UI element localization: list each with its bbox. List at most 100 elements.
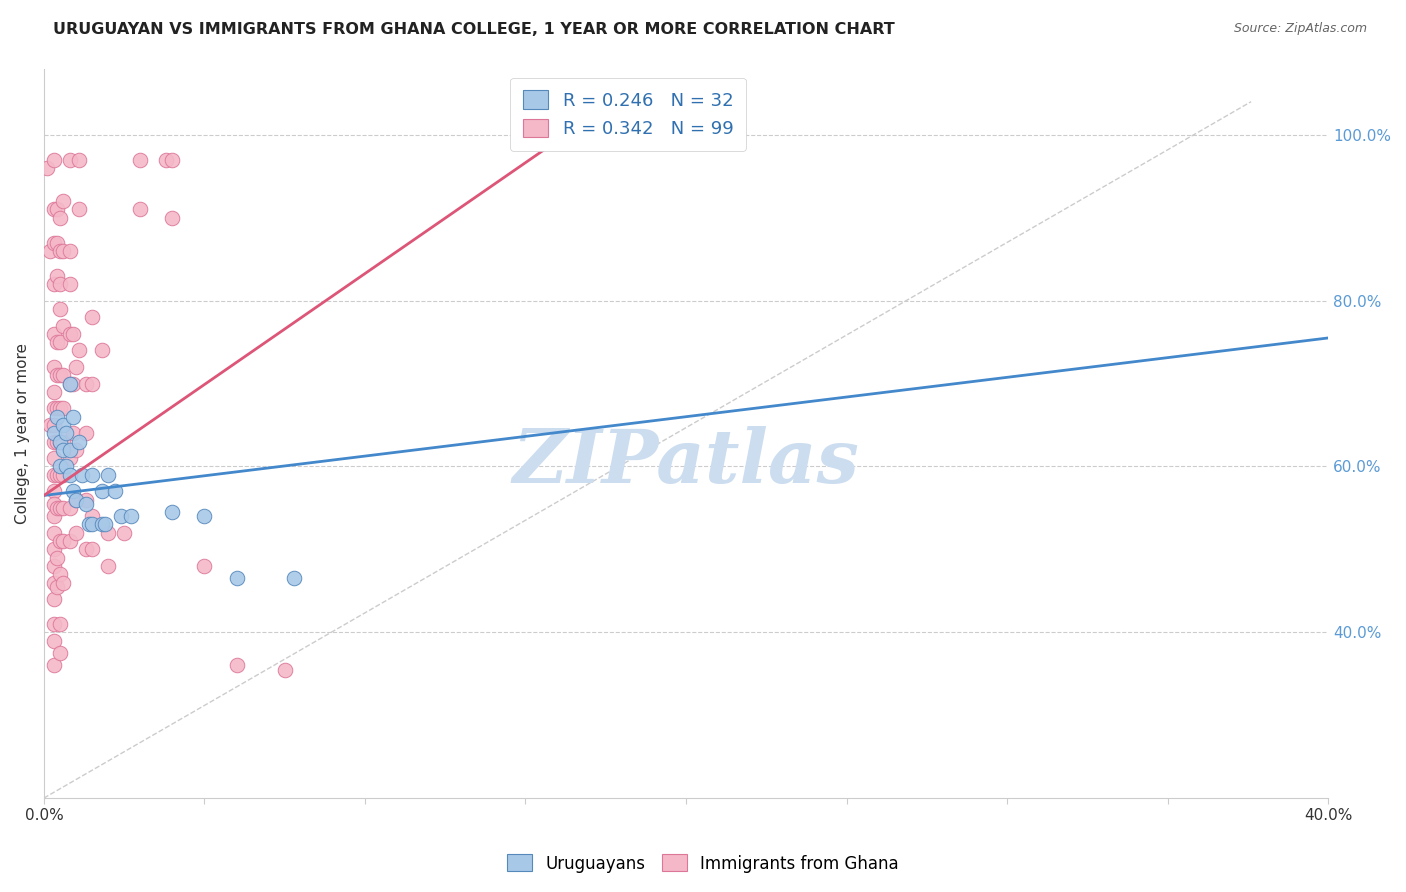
Point [52,244,75,258]
Point [42,633,65,648]
Point [162,153,184,167]
Point [75,492,97,507]
Point [80,542,103,557]
Point [49,401,72,416]
Point [52,417,75,432]
Point [52,194,75,209]
Point [42,467,65,482]
Point [42,451,65,466]
Point [193,558,215,573]
Point [49,534,72,549]
Point [58,500,80,515]
Point [162,211,184,225]
Point [52,434,75,449]
Point [90,517,112,532]
Point [42,277,65,291]
Point [52,318,75,333]
Point [39,417,62,432]
Point [49,335,72,350]
Point [94,517,117,532]
Point [52,442,75,457]
Point [62,409,84,424]
Point [49,434,72,449]
Point [52,534,75,549]
Point [45,335,67,350]
Point [55,459,77,474]
Point [58,153,80,167]
Point [112,525,135,540]
Point [62,426,84,441]
Point [42,384,65,399]
Point [45,202,67,217]
Point [42,153,65,167]
Point [45,268,67,283]
Text: Source: ZipAtlas.com: Source: ZipAtlas.com [1233,22,1367,36]
Point [120,509,142,524]
Point [225,571,247,585]
Point [77,517,100,532]
Point [49,617,72,632]
Point [97,558,120,573]
Point [80,509,103,524]
Point [49,301,72,316]
Point [42,417,65,432]
Point [62,376,84,391]
Legend: R = 0.246   N = 32, R = 0.342   N = 99: R = 0.246 N = 32, R = 0.342 N = 99 [510,78,747,151]
Text: ZIPatlas: ZIPatlas [513,426,859,499]
Point [42,542,65,557]
Point [193,509,215,524]
Point [42,426,65,441]
Point [67,153,90,167]
Point [97,525,120,540]
Point [129,153,152,167]
Point [80,310,103,325]
Point [49,244,72,258]
Point [49,459,72,474]
Point [58,467,80,482]
Point [55,426,77,441]
Point [49,277,72,291]
Point [45,401,67,416]
Point [80,467,103,482]
Point [72,467,94,482]
Point [225,658,247,673]
Point [75,497,97,511]
Point [42,558,65,573]
Point [80,376,103,391]
Point [67,434,90,449]
Point [65,492,87,507]
Point [42,359,65,374]
Point [52,467,75,482]
Point [45,500,67,515]
Point [97,467,120,482]
Point [62,326,84,341]
Point [42,575,65,590]
Point [49,500,72,515]
Point [58,326,80,341]
Point [58,376,80,391]
Point [58,442,80,457]
Point [45,467,67,482]
Y-axis label: College, 1 year or more: College, 1 year or more [15,343,30,524]
Point [49,434,72,449]
Point [530,128,553,142]
Point [75,426,97,441]
Point [58,451,80,466]
Point [90,484,112,499]
Point [42,497,65,511]
Point [58,277,80,291]
Point [52,500,75,515]
Point [45,580,67,594]
Point [67,202,90,217]
Point [42,326,65,341]
Point [80,517,103,532]
Point [273,663,295,677]
Point [45,235,67,250]
Point [58,534,80,549]
Point [65,492,87,507]
Point [42,202,65,217]
Point [39,244,62,258]
Point [45,550,67,565]
Point [129,202,152,217]
Point [75,542,97,557]
